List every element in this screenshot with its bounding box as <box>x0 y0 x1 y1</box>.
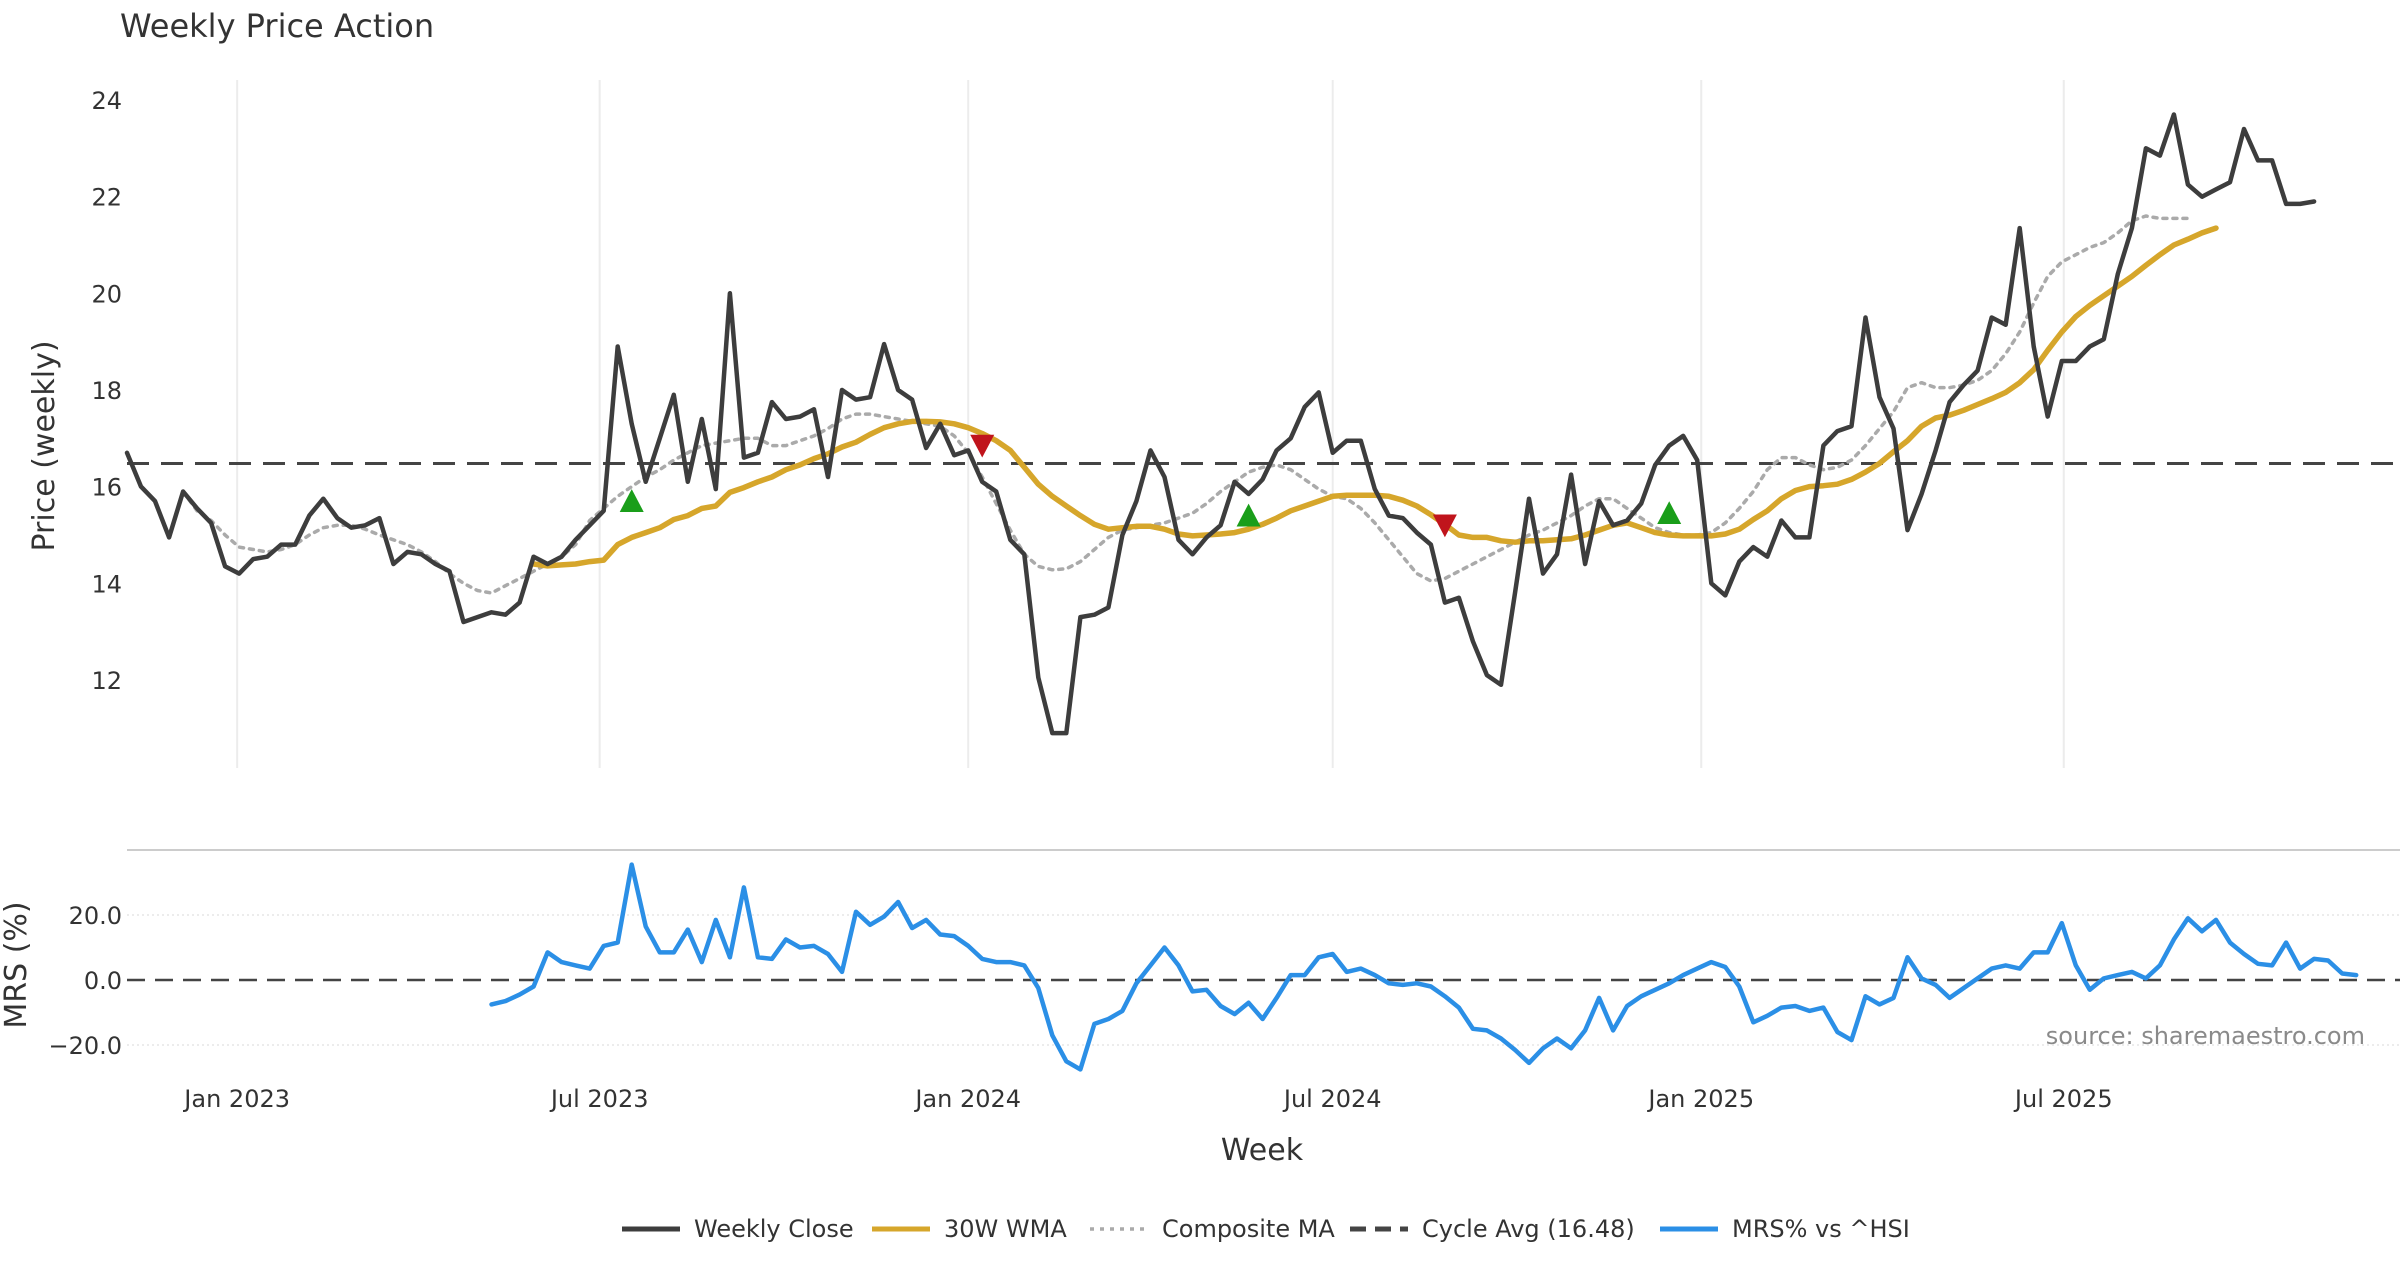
mrs-axis-label: MRS (%) <box>0 901 34 1028</box>
legend-label: Composite MA <box>1162 1215 1335 1243</box>
mrs-line <box>489 862 2359 1072</box>
price-y-tick-label: 20 <box>91 280 122 308</box>
mrs-y-tick-label: 0.0 <box>84 967 122 995</box>
x-tick-label: Jan 2023 <box>182 1085 290 1113</box>
mrs-y-tick-label: 20.0 <box>69 902 122 930</box>
legend-label: MRS% vs ^HSI <box>1732 1215 1910 1243</box>
buy-marker <box>619 489 644 512</box>
price-y-tick-label: 22 <box>91 184 122 212</box>
mrs-y-ticks: −20.0 0.0 20.0 <box>48 902 122 1060</box>
wma-30w-line <box>530 225 2219 569</box>
x-tick-label: Jul 2024 <box>1282 1085 1382 1113</box>
legend-label: Weekly Close <box>694 1215 854 1243</box>
buy-marker <box>1657 501 1682 525</box>
price-y-tick-label: 24 <box>91 87 122 115</box>
price-series-group <box>124 112 2317 736</box>
legend-label: 30W WMA <box>944 1215 1067 1243</box>
x-tick-label: Jul 2025 <box>2013 1085 2113 1113</box>
price-y-tick-label: 12 <box>91 667 122 695</box>
price-gridlines <box>236 80 2065 768</box>
x-tick-label: Jul 2023 <box>549 1085 649 1113</box>
price-y-tick-label: 18 <box>91 377 122 405</box>
weekly-close-line <box>124 112 2317 736</box>
chart-title: Weekly Price Action <box>120 7 434 45</box>
sell-marker <box>970 434 995 458</box>
legend-label: Cycle Avg (16.48) <box>1422 1215 1635 1243</box>
composite-ma-line <box>181 214 2190 595</box>
price-y-ticks: 12 14 16 18 20 22 24 <box>91 87 122 695</box>
x-tick-label: Jan 2025 <box>1646 1085 1754 1113</box>
sell-marker <box>1432 514 1457 538</box>
legend: Weekly Close 30W WMA Composite MA Cycle Avg… <box>622 1215 1910 1243</box>
price-y-tick-label: 14 <box>91 570 122 598</box>
mrs-gridlines <box>127 914 2400 1046</box>
x-axis-label: Week <box>1221 1133 1304 1168</box>
x-tick-label: Jan 2024 <box>913 1085 1021 1113</box>
x-ticks: Jan 2023 Jul 2023 Jan 2024 Jul 2024 Jan 2025… <box>182 1085 2112 1113</box>
source-annotation: source: sharemaestro.com <box>2046 1022 2365 1050</box>
signal-markers <box>619 434 1682 538</box>
mrs-y-tick-label: −20.0 <box>48 1032 122 1060</box>
mrs-series-group <box>489 862 2359 1072</box>
buy-marker <box>1236 503 1261 527</box>
price-y-tick-label: 16 <box>91 474 122 502</box>
price-axis-label: Price (weekly) <box>27 340 62 551</box>
